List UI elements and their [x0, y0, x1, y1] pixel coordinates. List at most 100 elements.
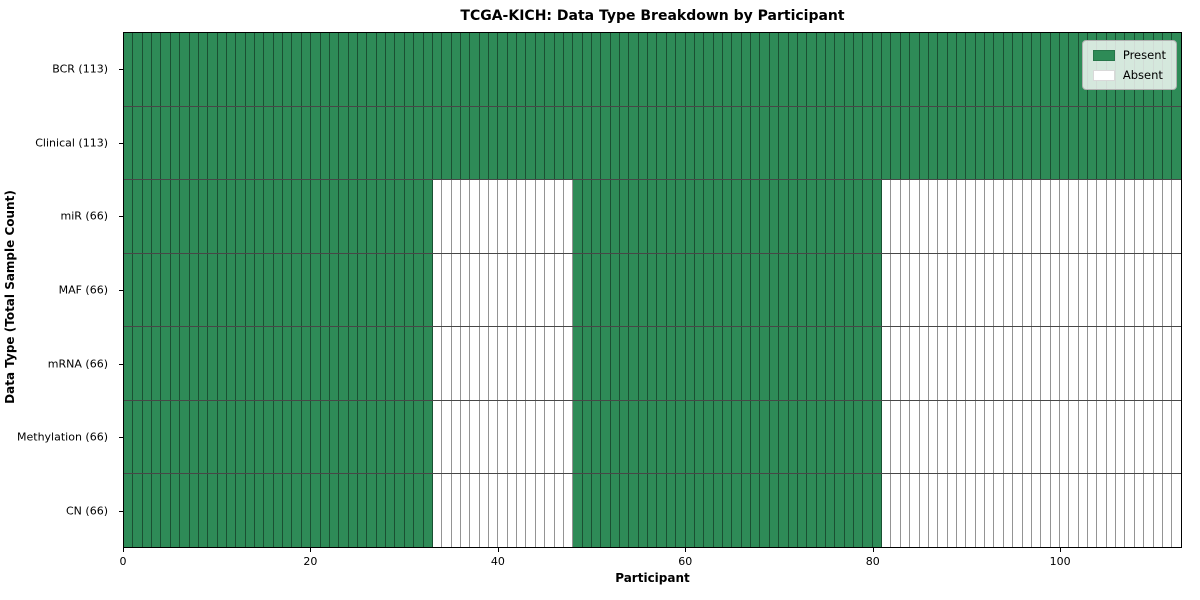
x-tick-mark: [310, 548, 312, 552]
cell-present: [573, 253, 583, 327]
cell-present: [226, 33, 237, 106]
cell-absent: [535, 180, 546, 253]
cell-present: [1031, 106, 1042, 180]
x-tick-label: 40: [490, 555, 505, 568]
cell-absent: [1125, 180, 1135, 253]
cell-present: [648, 474, 658, 548]
cell-absent: [975, 474, 986, 548]
cell-present: [236, 400, 246, 474]
cell-present: [357, 180, 368, 253]
cell-absent: [460, 327, 471, 400]
cell-present: [124, 106, 134, 180]
cell-present: [357, 253, 368, 327]
cell-present: [947, 33, 957, 106]
cell-absent: [891, 327, 901, 400]
cell-absent: [1088, 327, 1098, 400]
cell-present: [732, 33, 742, 106]
cell-present: [919, 33, 929, 106]
cell-present: [198, 106, 209, 180]
cell-present: [666, 327, 677, 400]
cell-present: [376, 474, 387, 548]
cell-present: [432, 106, 443, 180]
y-tick-mark: [119, 142, 123, 144]
cell-absent: [1078, 180, 1089, 253]
cell-present: [825, 327, 836, 400]
cell-present: [816, 180, 826, 253]
cell-present: [657, 180, 667, 253]
cell-present: [414, 106, 424, 180]
cell-present: [1097, 106, 1107, 180]
cell-absent: [956, 253, 967, 327]
cell-present: [217, 33, 227, 106]
cell-present: [273, 106, 284, 180]
cell-present: [741, 400, 752, 474]
x-tick-mark: [685, 548, 687, 552]
cell-present: [404, 180, 415, 253]
cell-present: [582, 474, 592, 548]
cell-absent: [489, 400, 499, 474]
cell-absent: [1050, 180, 1060, 253]
cell-present: [563, 33, 574, 106]
cell-present: [442, 106, 452, 180]
cell-present: [788, 253, 798, 327]
cell-absent: [985, 180, 995, 253]
cell-present: [367, 253, 377, 327]
cell-present: [657, 474, 667, 548]
cell-absent: [910, 474, 920, 548]
cell-present: [844, 106, 855, 180]
cell-present: [779, 474, 789, 548]
cell-present: [180, 474, 190, 548]
cell-absent: [1059, 474, 1070, 548]
cell-absent: [900, 327, 911, 400]
cell-present: [741, 106, 752, 180]
x-axis-label: Participant: [615, 571, 690, 585]
cell-present: [180, 327, 190, 400]
cell-present: [376, 180, 387, 253]
cell-absent: [479, 327, 490, 400]
cell-present: [301, 400, 312, 474]
cell-present: [694, 327, 705, 400]
cell-present: [863, 106, 873, 180]
cell-absent: [938, 400, 948, 474]
cell-absent: [928, 474, 939, 548]
cell-absent: [1003, 400, 1014, 474]
cell-present: [348, 400, 358, 474]
y-tick-mark: [119, 363, 123, 365]
cell-present: [591, 253, 602, 327]
cell-present: [301, 253, 312, 327]
cell-absent: [1125, 253, 1135, 327]
cell-absent: [1013, 400, 1023, 474]
cell-present: [236, 106, 246, 180]
cell-present: [863, 253, 873, 327]
cell-present: [255, 474, 265, 548]
cell-absent: [1097, 180, 1107, 253]
cell-absent: [563, 474, 574, 548]
cell-present: [582, 400, 592, 474]
cell-present: [339, 400, 349, 474]
cell-absent: [928, 180, 939, 253]
cell-present: [320, 106, 330, 180]
cell-absent: [1069, 180, 1079, 253]
cell-present: [807, 474, 817, 548]
cell-present: [507, 106, 518, 180]
cell-absent: [882, 400, 892, 474]
cell-present: [928, 33, 939, 106]
cell-present: [620, 180, 630, 253]
cell-present: [751, 180, 761, 253]
cell-present: [629, 400, 639, 474]
cell-present: [217, 474, 227, 548]
cell-absent: [1088, 180, 1098, 253]
cell-present: [825, 400, 836, 474]
cell-absent: [1050, 327, 1060, 400]
cell-present: [301, 33, 312, 106]
cell-present: [863, 180, 873, 253]
cell-present: [994, 106, 1004, 180]
cell-absent: [882, 180, 892, 253]
cell-present: [292, 327, 302, 400]
cell-present: [283, 400, 293, 474]
y-tick-label: mRNA (66): [47, 357, 108, 371]
cell-present: [386, 33, 396, 106]
cell-present: [226, 400, 237, 474]
cell-present: [844, 253, 855, 327]
cell-present: [545, 106, 555, 180]
